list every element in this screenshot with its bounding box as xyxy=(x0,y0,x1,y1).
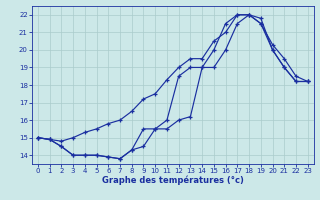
X-axis label: Graphe des températures (°c): Graphe des températures (°c) xyxy=(102,176,244,185)
